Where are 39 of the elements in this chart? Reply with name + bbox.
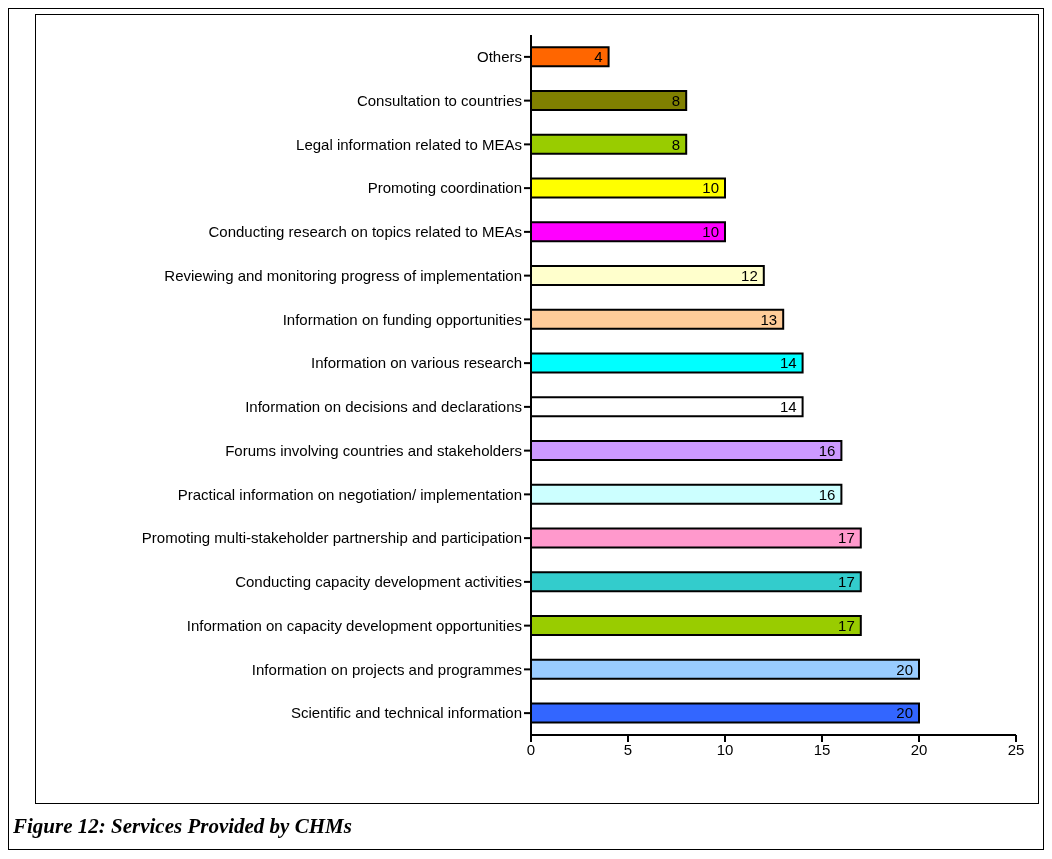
data-label: 12: [741, 266, 758, 284]
y-tick-label: Reviewing and monitoring progress of implementation: [164, 266, 522, 284]
data-label: 17: [838, 616, 855, 634]
data-label: 10: [702, 179, 719, 197]
y-tick-label: Information on projects and programmes: [251, 660, 522, 678]
y-tick-label: Conducting research on topics related to MEAs: [208, 223, 522, 241]
y-tick-label: Promoting coordination: [367, 179, 522, 197]
x-tick-label: 15: [813, 740, 831, 758]
data-label: 4: [594, 48, 603, 66]
data-label: 13: [760, 310, 778, 328]
data-label: 17: [838, 573, 855, 591]
data-label: 20: [896, 704, 913, 722]
x-tick-label: 0: [526, 740, 536, 758]
y-tick-label: Information on funding opportunities: [282, 310, 522, 328]
y-tick-label: Legal information related to MEAs: [296, 135, 522, 153]
y-tick-label: Information on capacity development opportunities: [186, 616, 522, 634]
data-label: 8: [671, 91, 681, 109]
y-tick-label: Consultation to countries: [356, 91, 522, 109]
y-tick-label: Promoting multi-stakeholder partnership and participation: [141, 529, 522, 547]
data-label: 14: [779, 398, 797, 416]
data-label: 8: [671, 135, 681, 153]
data-label: 16: [818, 441, 836, 459]
y-tick-label: Information on decisions and declarations: [245, 398, 522, 416]
data-label: 10: [702, 223, 719, 241]
y-tick-label: Conducting capacity development activities: [235, 573, 522, 591]
x-tick-label: 20: [910, 740, 928, 758]
caption: Figure 12: Services Provided by CHMs: [13, 814, 352, 839]
data-label: 17: [838, 529, 855, 547]
y-tick-label: Others: [476, 48, 522, 66]
x-tick-label: 10: [716, 740, 734, 758]
y-tick-label: Information on various research: [311, 354, 522, 372]
y-tick-label: Forums involving countries and stakeholders: [225, 441, 522, 459]
y-tick-label: Scientific and technical information: [291, 704, 522, 722]
x-tick-label: 25: [1007, 740, 1025, 758]
data-label: 16: [818, 485, 836, 503]
data-label: 20: [896, 660, 913, 678]
y-tick-label: Practical information on negotiation/ implementation: [177, 485, 522, 503]
x-tick-label: 5: [623, 740, 633, 758]
data-label: 14: [779, 354, 797, 372]
